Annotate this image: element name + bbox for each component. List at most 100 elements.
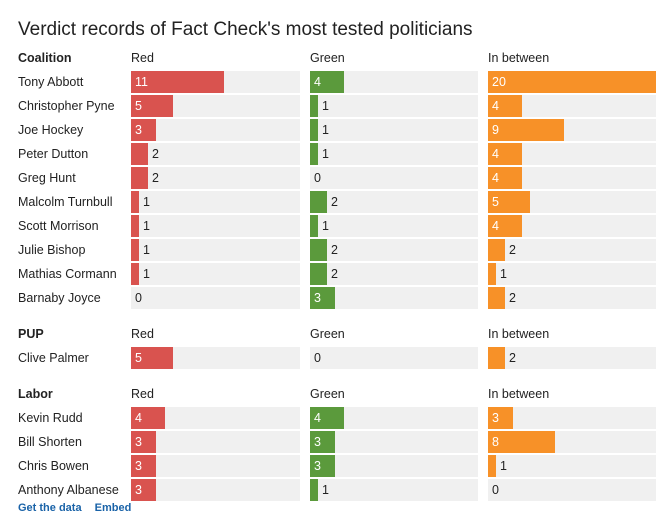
data-label: 2 <box>509 291 516 305</box>
data-label: 1 <box>500 459 507 473</box>
data-label: 2 <box>331 195 338 209</box>
bar-track <box>131 143 300 165</box>
data-label: 1 <box>322 147 329 161</box>
bar-track <box>131 455 300 477</box>
bar-track <box>488 347 656 369</box>
row-label: Chris Bowen <box>18 459 89 473</box>
row-label: Scott Morrison <box>18 219 99 233</box>
bar-track <box>310 263 478 285</box>
bar <box>131 215 139 237</box>
bar <box>310 407 344 429</box>
bar-track <box>310 431 478 453</box>
bar-track <box>488 287 656 309</box>
data-label: 1 <box>143 243 150 257</box>
bar-track <box>488 479 656 501</box>
column-header: Red <box>131 51 154 65</box>
bar <box>488 95 522 117</box>
row-label: Peter Dutton <box>18 147 89 161</box>
data-label: 4 <box>492 99 499 113</box>
bar-track <box>310 479 478 501</box>
data-label: 1 <box>322 99 329 113</box>
bar <box>488 263 496 285</box>
bar-track <box>310 143 478 165</box>
bar <box>131 407 165 429</box>
data-label: 4 <box>314 411 321 425</box>
bar-track <box>310 407 478 429</box>
row-label: Kevin Rudd <box>18 411 83 425</box>
column-header: Red <box>131 387 154 401</box>
row-label: Anthony Albanese <box>18 483 119 497</box>
data-label: 3 <box>492 411 499 425</box>
column-header: In between <box>488 387 550 401</box>
column-header: In between <box>488 51 550 65</box>
bar-track <box>310 119 478 141</box>
group-label: Labor <box>18 387 53 401</box>
data-label: 2 <box>509 351 516 365</box>
data-label: 0 <box>314 171 321 185</box>
data-label: 2 <box>331 267 338 281</box>
data-label: 2 <box>152 171 159 185</box>
column-header: Green <box>310 51 345 65</box>
group-label: PUP <box>18 327 44 341</box>
bar <box>131 479 156 501</box>
bar-track <box>131 239 300 261</box>
bar-track <box>131 119 300 141</box>
chart-title: Verdict records of Fact Check's most tes… <box>18 19 473 40</box>
bar <box>488 143 522 165</box>
column-header: In between <box>488 327 550 341</box>
bar-track <box>310 287 478 309</box>
data-label: 1 <box>322 483 329 497</box>
data-label: 0 <box>314 351 321 365</box>
row-label: Barnaby Joyce <box>18 291 101 305</box>
data-label: 0 <box>135 291 142 305</box>
data-label: 0 <box>492 483 499 497</box>
bar-track <box>131 479 300 501</box>
bar-track <box>131 167 300 189</box>
row-label: Joe Hockey <box>18 123 84 137</box>
bar <box>488 431 555 453</box>
bar <box>310 263 327 285</box>
data-label: 11 <box>135 75 148 89</box>
bar <box>488 407 513 429</box>
bar <box>310 431 335 453</box>
bar-track <box>310 71 478 93</box>
data-label: 20 <box>492 75 506 89</box>
get-the-data-link[interactable]: Get the data <box>18 502 82 514</box>
row-label: Tony Abbott <box>18 75 84 89</box>
data-label: 4 <box>492 147 499 161</box>
bar-track <box>131 263 300 285</box>
data-label: 1 <box>143 219 150 233</box>
bar <box>310 143 318 165</box>
bar <box>131 119 156 141</box>
data-label: 9 <box>492 123 499 137</box>
bar <box>310 95 318 117</box>
data-label: 3 <box>314 459 321 473</box>
data-label: 4 <box>135 411 142 425</box>
bar <box>488 167 522 189</box>
bar <box>310 239 327 261</box>
bar-track <box>488 239 656 261</box>
group-label: Coalition <box>18 51 72 65</box>
bar <box>131 191 139 213</box>
bar-track <box>131 215 300 237</box>
bar <box>131 167 148 189</box>
bar-track <box>310 95 478 117</box>
bar <box>131 239 139 261</box>
bar-track <box>131 95 300 117</box>
bar-track <box>310 239 478 261</box>
bar <box>131 347 173 369</box>
column-header: Green <box>310 387 345 401</box>
bar-track <box>488 191 656 213</box>
bar-track <box>131 287 300 309</box>
bar <box>310 71 344 93</box>
bar <box>310 479 318 501</box>
footer-links: Get the data Embed <box>18 502 141 514</box>
data-label: 3 <box>314 435 321 449</box>
data-label: 4 <box>314 75 321 89</box>
embed-link[interactable]: Embed <box>94 502 132 514</box>
data-label: 1 <box>500 267 507 281</box>
bar <box>131 95 173 117</box>
bar <box>488 71 656 93</box>
bar <box>131 263 139 285</box>
